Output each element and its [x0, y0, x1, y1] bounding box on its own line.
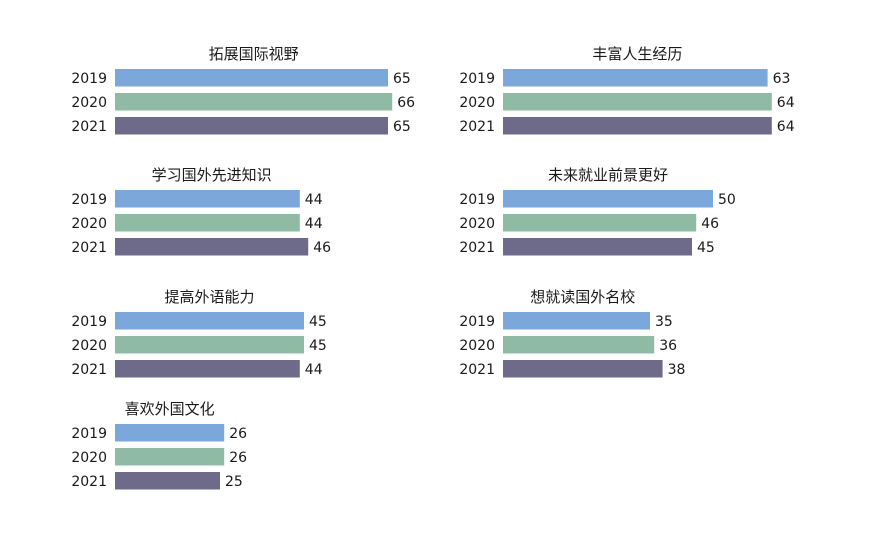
value-label: 64 — [777, 119, 795, 135]
year-label: 2021 — [71, 474, 107, 490]
bar-2021 — [503, 117, 772, 135]
bar-2019 — [115, 312, 304, 330]
year-label: 2020 — [459, 95, 495, 111]
panel-title: 拓展国际视野 — [209, 45, 299, 63]
value-label: 25 — [225, 474, 243, 490]
value-label: 44 — [305, 216, 323, 232]
year-label: 2021 — [459, 119, 495, 135]
value-label: 45 — [309, 314, 327, 330]
bar-2020 — [503, 93, 772, 111]
bar-2021 — [115, 360, 300, 378]
bar-2021 — [503, 238, 692, 256]
panel-title: 学习国外先进知识 — [152, 166, 272, 184]
value-label: 45 — [697, 240, 715, 256]
bar-2020 — [115, 336, 304, 354]
value-label: 26 — [229, 426, 247, 442]
bar-2020 — [115, 448, 225, 466]
value-label: 65 — [393, 71, 411, 87]
bar-2019 — [115, 190, 300, 208]
year-label: 2020 — [71, 338, 107, 354]
year-label: 2021 — [71, 362, 107, 378]
value-label: 35 — [655, 314, 673, 330]
bar-2020 — [503, 336, 655, 354]
value-label: 36 — [659, 338, 677, 354]
value-label: 46 — [701, 216, 719, 232]
year-label: 2021 — [71, 240, 107, 256]
year-label: 2019 — [71, 426, 107, 442]
year-label: 2020 — [459, 216, 495, 232]
bar-2019 — [503, 69, 768, 87]
year-label: 2020 — [71, 450, 107, 466]
bar-2021 — [503, 360, 663, 378]
value-label: 26 — [229, 450, 247, 466]
year-label: 2020 — [459, 338, 495, 354]
year-label: 2021 — [459, 362, 495, 378]
value-label: 50 — [718, 192, 736, 208]
value-label: 66 — [397, 95, 415, 111]
year-label: 2020 — [71, 216, 107, 232]
bar-2019 — [503, 190, 713, 208]
panel-title: 丰富人生经历 — [592, 45, 682, 63]
panel-title: 未来就业前景更好 — [548, 166, 668, 184]
year-label: 2019 — [459, 71, 495, 87]
panel-title: 想就读国外名校 — [530, 288, 635, 306]
value-label: 45 — [309, 338, 327, 354]
value-label: 44 — [305, 192, 323, 208]
panel-title: 喜欢外国文化 — [125, 400, 215, 418]
bar-2019 — [115, 69, 388, 87]
bar-2019 — [503, 312, 650, 330]
value-label: 44 — [305, 362, 323, 378]
value-label: 64 — [777, 95, 795, 111]
year-label: 2019 — [71, 192, 107, 208]
year-label: 2020 — [71, 95, 107, 111]
bar-2021 — [115, 238, 309, 256]
value-label: 38 — [668, 362, 686, 378]
year-label: 2019 — [71, 71, 107, 87]
value-label: 63 — [773, 71, 791, 87]
bar-2021 — [115, 117, 388, 135]
bar-2020 — [115, 93, 393, 111]
panel-title: 提高外语能力 — [164, 288, 254, 306]
bar-2020 — [503, 214, 697, 232]
year-label: 2021 — [459, 240, 495, 256]
bar-2020 — [115, 214, 300, 232]
value-label: 46 — [313, 240, 331, 256]
bar-2019 — [115, 424, 225, 442]
year-label: 2021 — [71, 119, 107, 135]
year-label: 2019 — [71, 314, 107, 330]
bar-2021 — [115, 472, 220, 490]
value-label: 65 — [393, 119, 411, 135]
year-label: 2019 — [459, 192, 495, 208]
year-label: 2019 — [459, 314, 495, 330]
